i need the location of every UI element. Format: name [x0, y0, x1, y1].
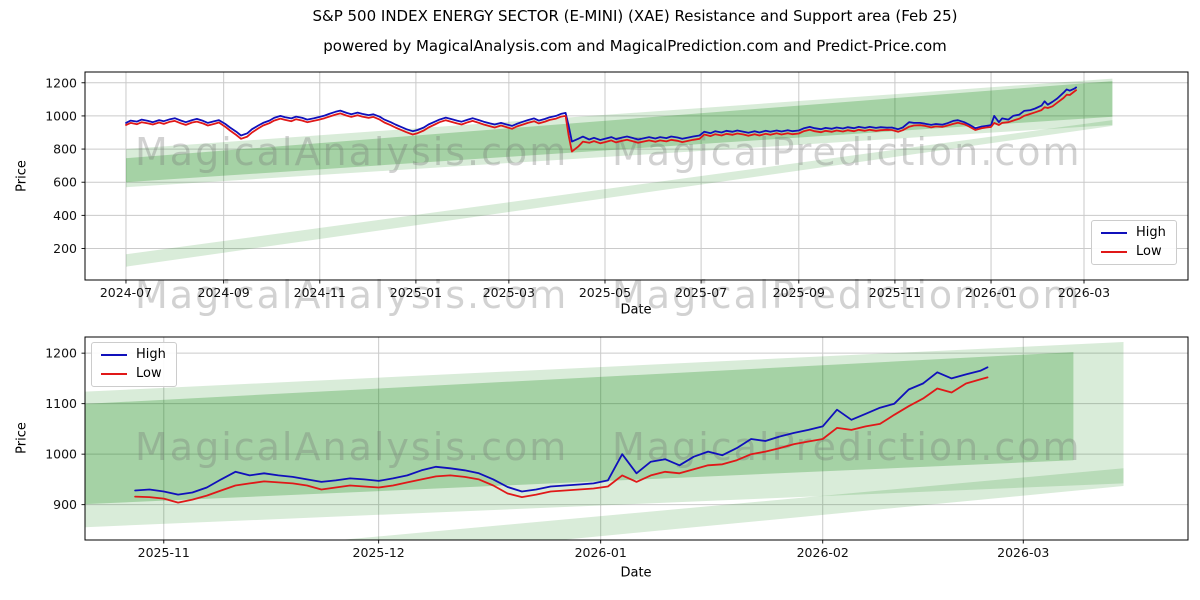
legend-label: Low	[1136, 244, 1162, 259]
x-tick-label: 2025-09	[773, 285, 825, 300]
x-tick-label: 2024-11	[294, 285, 346, 300]
support-resistance-bands	[85, 342, 1124, 540]
x-tick-label: 2025-12	[353, 545, 405, 560]
y-tick-label: 1000	[45, 108, 77, 123]
y-tick-label: 1200	[45, 75, 77, 90]
top-x-axis-label: Date	[620, 302, 652, 318]
y-tick-label: 800	[53, 142, 77, 157]
low-line	[125, 89, 1077, 153]
x-tick-label: 2025-11	[869, 285, 921, 300]
axes-spine	[84, 336, 1189, 541]
legend-label: Low	[136, 366, 162, 381]
x-tick-label: 2026-01	[575, 545, 627, 560]
y-tick-label: 1100	[45, 396, 77, 411]
grid-lines	[85, 72, 1188, 280]
axes-spine	[84, 71, 1189, 281]
y-tick-label: 400	[53, 208, 77, 223]
band-polygon	[85, 342, 1124, 528]
bottom-x-axis-label: Date	[620, 565, 652, 581]
band-polygon	[339, 468, 1124, 540]
low-line	[134, 376, 989, 504]
legend-line-sample	[101, 354, 127, 356]
legend-entry: Low	[101, 367, 166, 381]
x-tick-label: 2024-09	[198, 285, 250, 300]
watermark-text: MagicalPrediction.com	[612, 425, 1082, 469]
high-line	[125, 86, 1077, 143]
full-history-chart-legend: High Low	[1091, 220, 1177, 265]
band-polygon	[126, 120, 1113, 267]
x-tick-label: 2026-01	[965, 285, 1017, 300]
watermark-text: MagicalAnalysis.com	[135, 130, 568, 174]
figure-subtitle: powered by MagicalAnalysis.com and Magic…	[323, 37, 947, 55]
x-tick-label: 2025-03	[483, 285, 535, 300]
x-tick-label: 2025-05	[579, 285, 631, 300]
y-tick-label: 1200	[45, 346, 77, 361]
watermark-text: MagicalAnalysis.com	[135, 425, 568, 469]
legend-entry: High	[1101, 226, 1166, 240]
x-tick-label: 2026-03	[997, 545, 1049, 560]
figure-title: S&P 500 INDEX ENERGY SECTOR (E-MINI) (XA…	[312, 7, 958, 25]
legend-label: High	[136, 347, 166, 362]
support-resistance-bands	[126, 78, 1113, 267]
high-line	[134, 366, 989, 496]
x-tick-label: 2026-03	[1058, 285, 1110, 300]
x-tick-label: 2025-01	[390, 285, 442, 300]
legend-line-sample	[1101, 251, 1127, 253]
recent-zoom-chart-legend: High Low	[91, 342, 177, 387]
band-polygon	[126, 78, 1113, 188]
x-tick-label: 2025-11	[138, 545, 190, 560]
y-tick-label: 1000	[45, 447, 77, 462]
band-polygon	[126, 81, 1113, 183]
x-tick-label: 2026-02	[797, 545, 849, 560]
x-tick-label: 2024-07	[100, 285, 152, 300]
x-tick-label: 2025-07	[675, 285, 727, 300]
y-tick-label: 900	[53, 497, 77, 512]
y-tick-label: 600	[53, 175, 77, 190]
y-tick-label: 200	[53, 241, 77, 256]
legend-entry: High	[101, 348, 166, 362]
band-polygon	[85, 352, 1074, 505]
legend-entry: Low	[1101, 245, 1166, 259]
legend-line-sample	[101, 373, 127, 375]
legend-line-sample	[1101, 232, 1127, 234]
legend-label: High	[1136, 225, 1166, 240]
